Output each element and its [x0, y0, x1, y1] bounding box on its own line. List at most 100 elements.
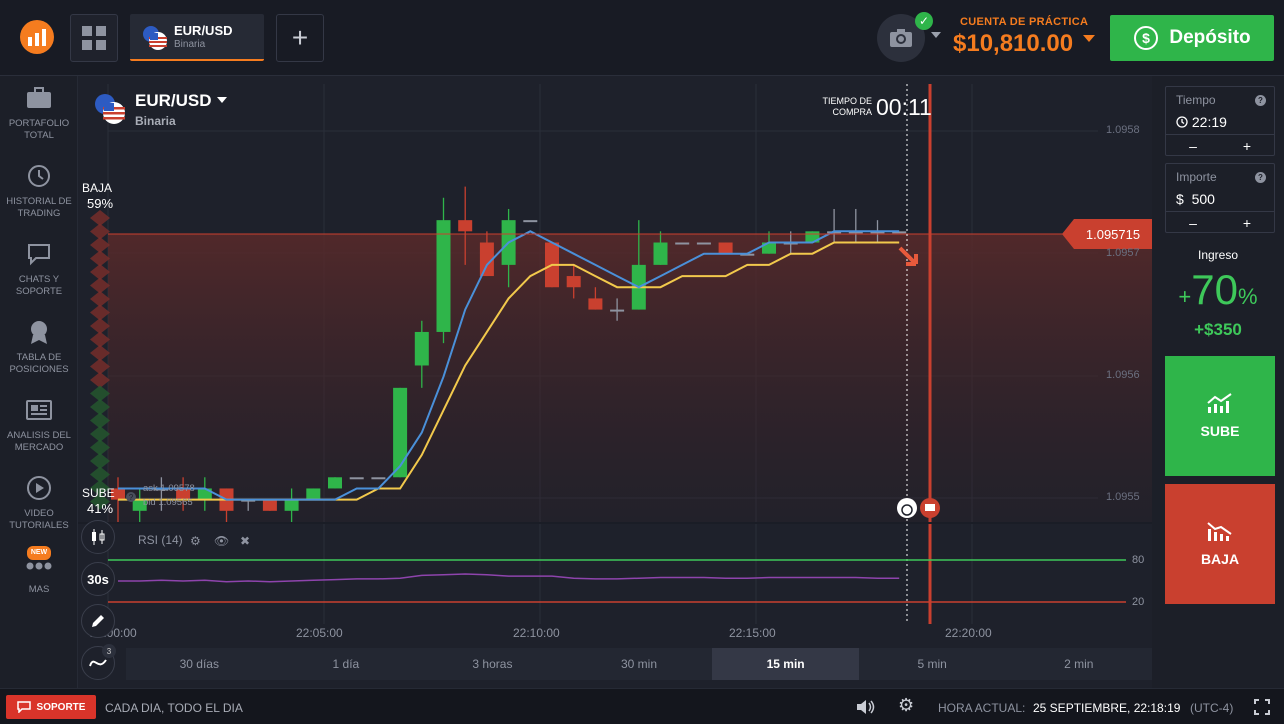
sidebar-item-portfolio[interactable]: PORTAFOLIO TOTAL: [0, 84, 78, 142]
close-icon[interactable]: ✖: [240, 534, 251, 548]
account-type-label[interactable]: CUENTA DE PRÁCTICA: [960, 16, 1089, 28]
trend-down-icon: [1207, 522, 1232, 541]
candle-body: [284, 499, 299, 511]
expiry-time-field[interactable]: Tiempo ? 22:19 – +: [1165, 86, 1275, 156]
account-balance[interactable]: $10,810.00: [953, 30, 1074, 57]
chat-bubble-icon: [16, 701, 31, 713]
expiry-time-value[interactable]: 22:19: [1176, 114, 1227, 130]
gear-icon[interactable]: ⚙: [190, 534, 201, 548]
candle-body: [262, 499, 277, 511]
period-3-hours[interactable]: 3 horas: [472, 657, 513, 671]
play-icon: [27, 476, 51, 500]
drawing-tools-button[interactable]: [81, 604, 115, 638]
candle-body: [783, 242, 798, 245]
chart-type-button[interactable]: [81, 520, 115, 554]
new-badge: NEW: [26, 546, 52, 560]
verified-check-icon: ✓: [915, 12, 933, 30]
eye-icon[interactable]: 👁: [214, 534, 230, 548]
candle-body: [241, 499, 256, 502]
add-asset-button[interactable]: +: [276, 14, 324, 62]
more-icon: [26, 562, 52, 570]
sentiment-marker: [90, 439, 110, 456]
deposit-button[interactable]: $ Depósito: [1110, 15, 1274, 61]
amount-decrease-button[interactable]: –: [1189, 214, 1197, 231]
asset-dropdown-caret-icon[interactable]: [217, 97, 227, 103]
period-selector: 30 días 1 día 3 horas 30 min 15 min 5 mi…: [126, 648, 1152, 680]
account-menu-caret-icon[interactable]: [1083, 35, 1095, 42]
candles-icon: [92, 529, 105, 545]
chart-asset-name[interactable]: EUR/USD: [135, 91, 212, 110]
asset-grid-button[interactable]: [70, 14, 118, 62]
sentiment-marker: [90, 412, 110, 429]
amount-value[interactable]: $ 500: [1176, 191, 1215, 207]
indicators-button[interactable]: [81, 646, 115, 680]
trend-up-icon: [1207, 393, 1232, 413]
sentiment-low-pct: 59%: [87, 196, 114, 211]
fullscreen-icon[interactable]: [1254, 699, 1270, 715]
sentiment-marker: [90, 250, 110, 267]
candle-body: [414, 331, 429, 366]
amount-increase-button[interactable]: +: [1242, 214, 1252, 231]
svg-text:$: $: [1142, 30, 1150, 46]
sentiment-marker: [90, 318, 110, 334]
period-5-min[interactable]: 5 min: [917, 657, 947, 671]
help-icon[interactable]: ?: [1255, 95, 1266, 106]
volume-icon[interactable]: [856, 699, 876, 715]
income-percentage: +70%: [1152, 266, 1284, 314]
grid-icon: [82, 26, 106, 50]
support-label: SOPORTE: [36, 701, 86, 713]
period-15-min[interactable]: 15 min: [712, 648, 859, 680]
price-chart[interactable]: [78, 76, 1152, 648]
avatar-menu-caret-icon[interactable]: [931, 32, 941, 38]
sidebar-item-leaderboard[interactable]: TABLA DE POSICIONES: [0, 318, 78, 376]
app-logo[interactable]: [20, 20, 54, 54]
sentiment-marker: [90, 466, 110, 483]
sentiment-marker: [90, 358, 110, 375]
candle-body: [870, 231, 885, 234]
sidebar-item-chat[interactable]: CHATS Y SOPORTE: [0, 240, 78, 298]
sentiment-marker: [90, 493, 110, 510]
sidebar-item-history[interactable]: HISTORIAL DE TRADING: [0, 162, 78, 220]
candle-body: [805, 231, 820, 243]
bid-price: bid 1.09565: [143, 497, 193, 508]
avatar[interactable]: [877, 14, 925, 62]
period-30-min[interactable]: 30 min: [621, 657, 658, 671]
timeframe-button[interactable]: 30s: [81, 562, 115, 596]
rsi-indicator-label[interactable]: RSI (14): [138, 533, 183, 547]
period-30-days[interactable]: 30 días: [179, 657, 219, 671]
current-time-value: 25 SEPTIEMBRE, 22:18:19: [1033, 701, 1181, 715]
chart-area[interactable]: EUR/USD Binaria TIEMPO DE COMPRA 00:11 B…: [78, 76, 1152, 688]
help-icon[interactable]: ?: [1255, 172, 1266, 183]
candle-body: [718, 242, 733, 254]
candle-body: [458, 220, 473, 232]
expiry-decrease-button[interactable]: –: [1189, 137, 1197, 154]
period-2-min[interactable]: 2 min: [1064, 657, 1094, 671]
footer: SOPORTE CADA DIA, TODO EL DIA ⚙ HORA ACT…: [0, 688, 1284, 724]
clock-icon: [1176, 116, 1188, 128]
sidebar-item-label: VIDEO: [24, 508, 54, 519]
sidebar-item-label: HISTORIAL DE: [6, 196, 72, 207]
sidebar-item-video-tutorials[interactable]: VIDEO TUTORIALES: [0, 474, 78, 532]
sidebar-item-label: MERCADO: [14, 442, 64, 453]
sidebar-item-more[interactable]: NEW MAS: [0, 546, 78, 596]
buy-time-countdown: 00:11: [876, 94, 932, 120]
income-label: Ingreso: [1197, 248, 1239, 262]
period-1-day[interactable]: 1 día: [332, 657, 360, 671]
candle-body: [696, 242, 711, 245]
help-icon[interactable]: ?: [126, 492, 136, 502]
candle-body: [848, 231, 863, 234]
settings-gear-icon[interactable]: ⚙: [898, 695, 915, 715]
indicators-count-badge: 3: [102, 644, 116, 658]
trade-panel: Tiempo ? 22:19 – + Importe ? $ 500 – + I…: [1152, 76, 1284, 688]
expiry-increase-button[interactable]: +: [1242, 137, 1252, 154]
deposit-dollar-icon: $: [1134, 26, 1159, 50]
support-button[interactable]: SOPORTE: [6, 695, 96, 719]
call-up-button[interactable]: SUBE: [1165, 356, 1275, 476]
amount-field[interactable]: Importe ? $ 500 – +: [1165, 163, 1275, 233]
sidebar-item-market-analysis[interactable]: ANALISIS DEL MERCADO: [0, 396, 78, 454]
sentiment-marker: [90, 223, 110, 240]
sentiment-marker: [90, 331, 110, 348]
put-down-button[interactable]: BAJA: [1165, 484, 1275, 604]
asset-tab-eurusd[interactable]: EUR/USD Binaria: [130, 14, 264, 61]
candle-body: [762, 242, 776, 254]
